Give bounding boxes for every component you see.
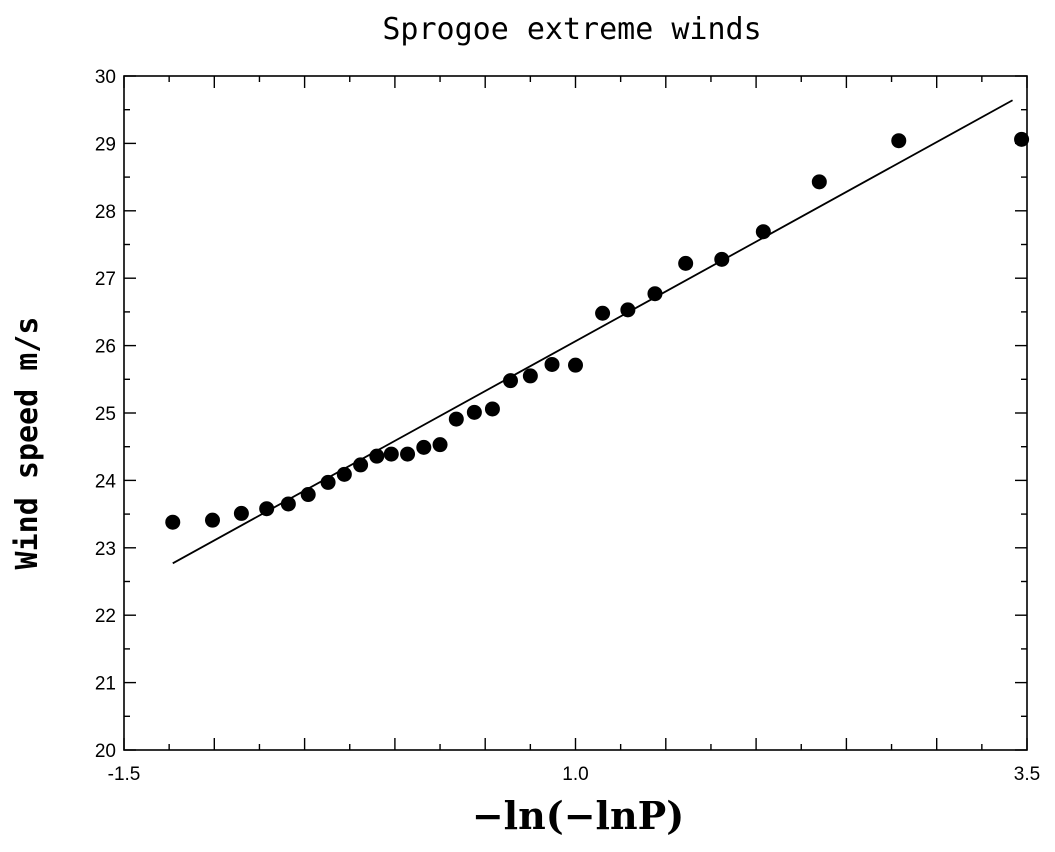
data-point (432, 437, 448, 453)
axis-ticks (123, 75, 1028, 751)
data-point (369, 448, 385, 464)
data-point (300, 487, 316, 503)
data-point (233, 505, 249, 521)
x-tick-label: 1.0 (562, 764, 588, 785)
data-point (595, 305, 611, 321)
data-point (811, 174, 827, 190)
y-tick-label: 26 (95, 337, 116, 358)
data-point (259, 501, 275, 517)
axis-tick-labels: -1.5 1.0 3.5 20 21 22 23 24 25 26 27 28 29 30 (95, 67, 1040, 785)
data-point (448, 411, 464, 427)
x-axis-label: −ln(−lnP) (472, 793, 684, 838)
y-tick-label: 24 (95, 471, 117, 492)
data-point (336, 466, 352, 482)
y-tick-label: 23 (95, 539, 116, 560)
y-axis-label: Wind speed m/s (10, 317, 45, 570)
data-point (755, 224, 771, 240)
data-point (620, 302, 636, 318)
data-point (891, 133, 907, 149)
data-point (353, 457, 369, 473)
data-point (678, 255, 694, 271)
data-point (484, 401, 500, 417)
data-point (320, 474, 336, 490)
data-points (165, 131, 1030, 530)
y-tick-label: 30 (95, 67, 116, 88)
data-point (1014, 131, 1030, 147)
y-tick-label: 22 (95, 606, 116, 627)
data-point (502, 373, 518, 389)
y-tick-label: 25 (95, 404, 116, 425)
x-tick-label: 3.5 (1014, 764, 1040, 785)
plot-frame (123, 75, 1028, 751)
chart-title: Sprogoe extreme winds (382, 12, 761, 47)
y-tick-label: 20 (95, 741, 116, 762)
data-point (568, 357, 583, 373)
y-tick-label: 29 (95, 134, 116, 155)
data-point (416, 439, 432, 455)
y-tick-label: 28 (95, 202, 116, 223)
y-tick-label: 27 (95, 269, 116, 290)
data-point (165, 514, 181, 530)
data-point (400, 446, 416, 462)
x-tick-label: -1.5 (108, 764, 141, 785)
data-point (714, 251, 730, 267)
data-point (383, 446, 399, 462)
data-point (204, 512, 220, 528)
data-point (466, 404, 482, 420)
data-point (280, 496, 296, 512)
data-point (647, 286, 663, 302)
fit-line (172, 99, 1013, 565)
data-point (522, 368, 538, 384)
y-tick-label: 21 (95, 674, 116, 695)
data-point (544, 356, 560, 372)
